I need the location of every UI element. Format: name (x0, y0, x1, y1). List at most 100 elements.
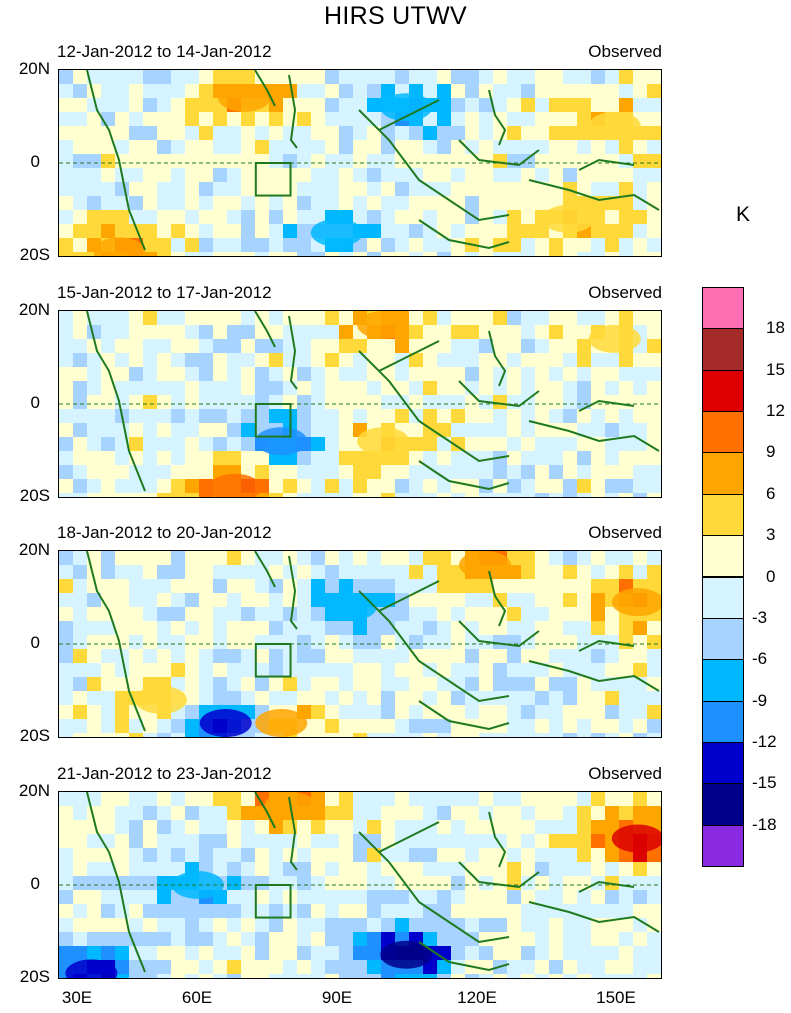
field-cell (353, 663, 368, 678)
field-cell (199, 820, 214, 835)
field-cell (549, 238, 564, 253)
anomaly-feature (171, 871, 224, 899)
field-cell (199, 465, 214, 480)
field-cell (297, 663, 312, 678)
field-cell (297, 311, 312, 326)
field-cell (171, 84, 186, 99)
coastline (378, 99, 440, 131)
field-cell (437, 238, 452, 253)
field-cell (549, 848, 564, 863)
field-cell (521, 210, 536, 225)
field-cell (73, 409, 88, 424)
field-cell (395, 621, 410, 636)
field-cell (633, 409, 648, 424)
field-cell (465, 98, 480, 113)
field-cell (507, 904, 522, 919)
field-cell (297, 733, 312, 737)
field-cell (339, 70, 354, 85)
field-cell (647, 168, 661, 183)
field-cell (227, 579, 242, 594)
field-cell (73, 70, 88, 85)
field-cell (297, 876, 312, 891)
field-cell (353, 733, 368, 737)
field-cell (493, 890, 508, 905)
field-cell (437, 437, 452, 452)
field-cell (269, 381, 284, 396)
field-cell (605, 607, 620, 622)
field-cell (213, 409, 228, 424)
field-cell (563, 890, 578, 905)
field-cell (199, 806, 214, 821)
field-cell (185, 98, 200, 113)
field-cell (311, 168, 326, 183)
field-cell (185, 635, 200, 650)
field-cell (535, 649, 550, 664)
field-cell (437, 792, 452, 807)
field-cell (227, 238, 242, 253)
field-cell (185, 691, 200, 706)
field-cell (451, 621, 466, 636)
field-cell (339, 663, 354, 678)
field-cell (507, 565, 522, 580)
field-cell (311, 98, 326, 113)
field-cell (507, 311, 522, 326)
field-cell (437, 451, 452, 466)
field-cell (619, 479, 634, 494)
field-cell (409, 238, 424, 253)
field-cell (185, 479, 200, 494)
colorbar-box (702, 328, 744, 371)
field-cell (101, 423, 116, 438)
field-cell (535, 663, 550, 678)
field-cell (325, 820, 340, 835)
field-cell (73, 437, 88, 452)
field-cell (423, 593, 438, 608)
field-cell (213, 252, 228, 256)
field-cell (493, 607, 508, 622)
field-cell (493, 820, 508, 835)
field-cell (647, 479, 661, 494)
field-cell (129, 551, 144, 566)
field-cell (451, 409, 466, 424)
field-cell (493, 84, 508, 99)
field-cell (633, 621, 648, 636)
field-cell (227, 210, 242, 225)
field-cell (283, 367, 298, 382)
field-cell (87, 705, 102, 720)
field-cell (143, 395, 158, 410)
field-cell (577, 353, 592, 368)
field-cell (283, 224, 298, 239)
field-cell (409, 70, 424, 85)
field-cell (87, 733, 102, 737)
field-cell (157, 593, 172, 608)
field-cell (73, 946, 88, 961)
field-cell (157, 876, 172, 891)
field-cell (171, 593, 186, 608)
field-cell (647, 70, 661, 85)
field-cell (143, 904, 158, 919)
field-cell (339, 98, 354, 113)
field-cell (423, 806, 438, 821)
field-cell (521, 705, 536, 720)
field-cell (367, 733, 382, 737)
field-cell (563, 154, 578, 169)
field-cell (297, 890, 312, 905)
field-cell (115, 820, 130, 835)
field-cell (591, 806, 606, 821)
field-cell (591, 551, 606, 566)
field-cell (143, 493, 158, 497)
field-cell (101, 339, 116, 354)
field-cell (451, 311, 466, 326)
field-cell (241, 168, 256, 183)
field-cell (115, 677, 130, 692)
field-cell (367, 551, 382, 566)
field-cell (241, 663, 256, 678)
field-cell (241, 126, 256, 141)
field-cell (73, 820, 88, 835)
field-cell (409, 677, 424, 692)
field-cell (367, 465, 382, 480)
field-cell (381, 182, 396, 197)
field-cell (577, 367, 592, 382)
field-cell (619, 84, 634, 99)
coastline (254, 311, 276, 348)
field-cell (115, 98, 130, 113)
